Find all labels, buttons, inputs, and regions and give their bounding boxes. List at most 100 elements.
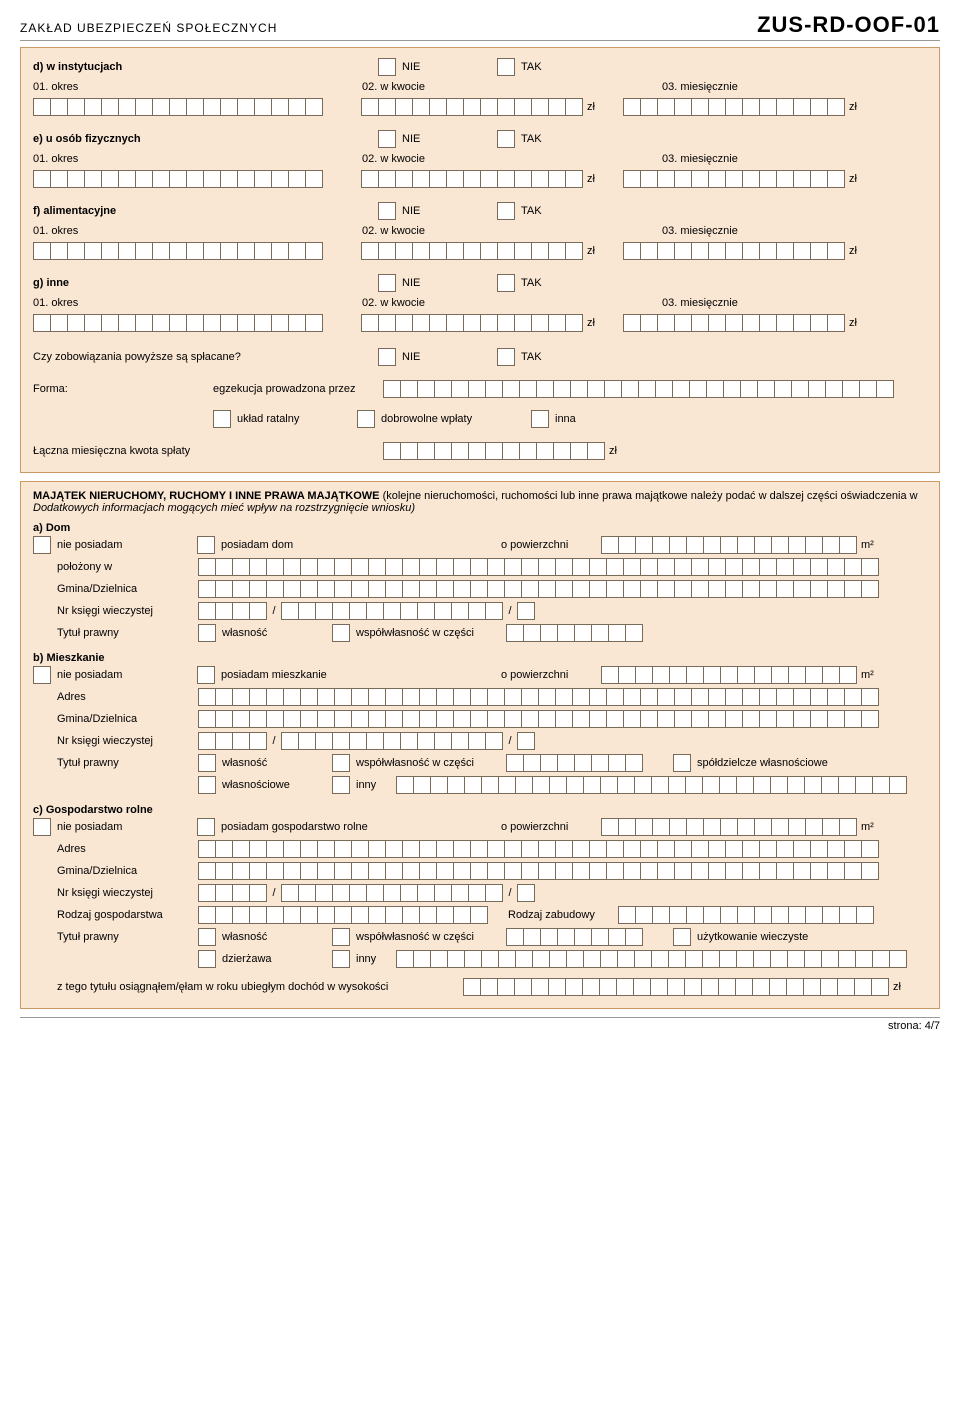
page-footer: strona: 4/7 xyxy=(20,1018,940,1032)
chk-splacane-tak[interactable] xyxy=(497,348,515,366)
input-d-okres[interactable] xyxy=(33,98,323,116)
input-gr-kw3[interactable] xyxy=(517,884,535,902)
input-e-kwota[interactable] xyxy=(361,170,583,188)
input-gr-kw2[interactable] xyxy=(281,884,503,902)
chk-m-wlasnosc[interactable] xyxy=(198,754,216,772)
input-g-kwota[interactable] xyxy=(361,314,583,332)
title-c: c) Gospodarstwo rolne xyxy=(33,804,927,816)
chk-gr-inny[interactable] xyxy=(332,950,350,968)
chk-m-wspol[interactable] xyxy=(332,754,350,772)
input-laczna[interactable] xyxy=(383,442,605,460)
lbl-forma: Forma: xyxy=(33,383,213,395)
page-header: ZAKŁAD UBEZPIECZEŃ SPOŁECZNYCH ZUS-RD-OO… xyxy=(20,12,940,41)
title-d: d) w instytucjach xyxy=(33,61,378,73)
chk-d-nie[interactable] xyxy=(378,58,396,76)
chk-e-nie[interactable] xyxy=(378,130,396,148)
input-m-wspol[interactable] xyxy=(506,754,643,772)
chk-gr-wlasnosc[interactable] xyxy=(198,928,216,946)
input-m-pow[interactable] xyxy=(601,666,857,684)
chk-inna[interactable] xyxy=(531,410,549,428)
lbl-03: 03. miesięcznie xyxy=(662,81,738,93)
input-d-mies[interactable] xyxy=(623,98,845,116)
input-m-adres[interactable] xyxy=(198,688,879,706)
chk-f-tak[interactable] xyxy=(497,202,515,220)
input-m-kw3[interactable] xyxy=(517,732,535,750)
input-e-mies[interactable] xyxy=(623,170,845,188)
zl: zł xyxy=(587,101,595,113)
input-dom-wspol[interactable] xyxy=(506,624,643,642)
chk-g-nie[interactable] xyxy=(378,274,396,292)
input-m-kw1[interactable] xyxy=(198,732,267,750)
input-dom-gmina[interactable] xyxy=(198,580,879,598)
lbl-tak: TAK xyxy=(521,61,542,73)
chk-dom-wlasnosc[interactable] xyxy=(198,624,216,642)
chk-splacane-nie[interactable] xyxy=(378,348,396,366)
chk-m-nie[interactable] xyxy=(33,666,51,684)
chk-dom-nie[interactable] xyxy=(33,536,51,554)
input-gr-dochod[interactable] xyxy=(463,978,889,996)
input-f-kwota[interactable] xyxy=(361,242,583,260)
chk-m-spoldz[interactable] xyxy=(673,754,691,772)
title-g: g) inne xyxy=(33,277,378,289)
panel-obligations: d) w instytucjach NIE TAK 01. okres 02. … xyxy=(20,47,940,473)
section-d: d) w instytucjach NIE TAK 01. okres 02. … xyxy=(33,58,927,116)
chk-m-wlasnosciowe[interactable] xyxy=(198,776,216,794)
input-e-okres[interactable] xyxy=(33,170,323,188)
input-f-mies[interactable] xyxy=(623,242,845,260)
input-gr-wspol[interactable] xyxy=(506,928,643,946)
chk-dom-posiadam[interactable] xyxy=(197,536,215,554)
chk-gr-wspol[interactable] xyxy=(332,928,350,946)
form-code: ZUS-RD-OOF-01 xyxy=(757,12,940,38)
input-dom-kw3[interactable] xyxy=(517,602,535,620)
input-dom-kw1[interactable] xyxy=(198,602,267,620)
section-g: g) inne NIE TAK 01. okres 02. w kwocie 0… xyxy=(33,274,927,332)
chk-f-nie[interactable] xyxy=(378,202,396,220)
chk-m-inny[interactable] xyxy=(332,776,350,794)
title-e: e) u osób fizycznych xyxy=(33,133,378,145)
input-gr-inny[interactable] xyxy=(396,950,907,968)
input-m-inny[interactable] xyxy=(396,776,907,794)
input-dom-polozony[interactable] xyxy=(198,558,879,576)
input-gr-zab[interactable] xyxy=(618,906,874,924)
input-g-okres[interactable] xyxy=(33,314,323,332)
panel-majatek: MAJĄTEK NIERUCHOMY, RUCHOMY I INNE PRAWA… xyxy=(20,481,940,1009)
chk-gr-nie[interactable] xyxy=(33,818,51,836)
heading-majatek: MAJĄTEK NIERUCHOMY, RUCHOMY I INNE PRAWA… xyxy=(33,490,927,514)
chk-e-tak[interactable] xyxy=(497,130,515,148)
input-f-okres[interactable] xyxy=(33,242,323,260)
title-b: b) Mieszkanie xyxy=(33,652,927,664)
input-gr-kw1[interactable] xyxy=(198,884,267,902)
input-gr-gmina[interactable] xyxy=(198,862,879,880)
chk-gr-posiadam[interactable] xyxy=(197,818,215,836)
org-name: ZAKŁAD UBEZPIECZEŃ SPOŁECZNYCH xyxy=(20,21,277,35)
chk-gr-uzytkowanie[interactable] xyxy=(673,928,691,946)
input-dom-kw2[interactable] xyxy=(281,602,503,620)
zl2: zł xyxy=(849,101,857,113)
section-f: f) alimentacyjne NIE TAK 01. okres 02. w… xyxy=(33,202,927,260)
chk-dobrowolne[interactable] xyxy=(357,410,375,428)
input-egz[interactable] xyxy=(383,380,894,398)
input-m-gmina[interactable] xyxy=(198,710,879,728)
chk-gr-dzierzawa[interactable] xyxy=(198,950,216,968)
lbl-02: 02. w kwocie xyxy=(362,81,425,93)
lbl-nie: NIE xyxy=(402,61,497,73)
input-dom-pow[interactable] xyxy=(601,536,857,554)
title-a: a) Dom xyxy=(33,522,927,534)
lbl-01: 01. okres xyxy=(33,81,78,93)
input-m-kw2[interactable] xyxy=(281,732,503,750)
chk-g-tak[interactable] xyxy=(497,274,515,292)
input-gr-pow[interactable] xyxy=(601,818,857,836)
input-gr-rodzaj[interactable] xyxy=(198,906,488,924)
chk-dom-wspol[interactable] xyxy=(332,624,350,642)
input-d-kwota[interactable] xyxy=(361,98,583,116)
input-gr-adres[interactable] xyxy=(198,840,879,858)
lbl-egz: egzekucja prowadzona przez xyxy=(213,383,383,395)
chk-ratalny[interactable] xyxy=(213,410,231,428)
title-f: f) alimentacyjne xyxy=(33,205,378,217)
lbl-splacane: Czy zobowiązania powyższe są spłacane? xyxy=(33,351,378,363)
lbl-laczna: Łączna miesięczna kwota spłaty xyxy=(33,445,383,457)
chk-m-posiadam[interactable] xyxy=(197,666,215,684)
input-g-mies[interactable] xyxy=(623,314,845,332)
section-e: e) u osób fizycznych NIE TAK 01. okres 0… xyxy=(33,130,927,188)
chk-d-tak[interactable] xyxy=(497,58,515,76)
